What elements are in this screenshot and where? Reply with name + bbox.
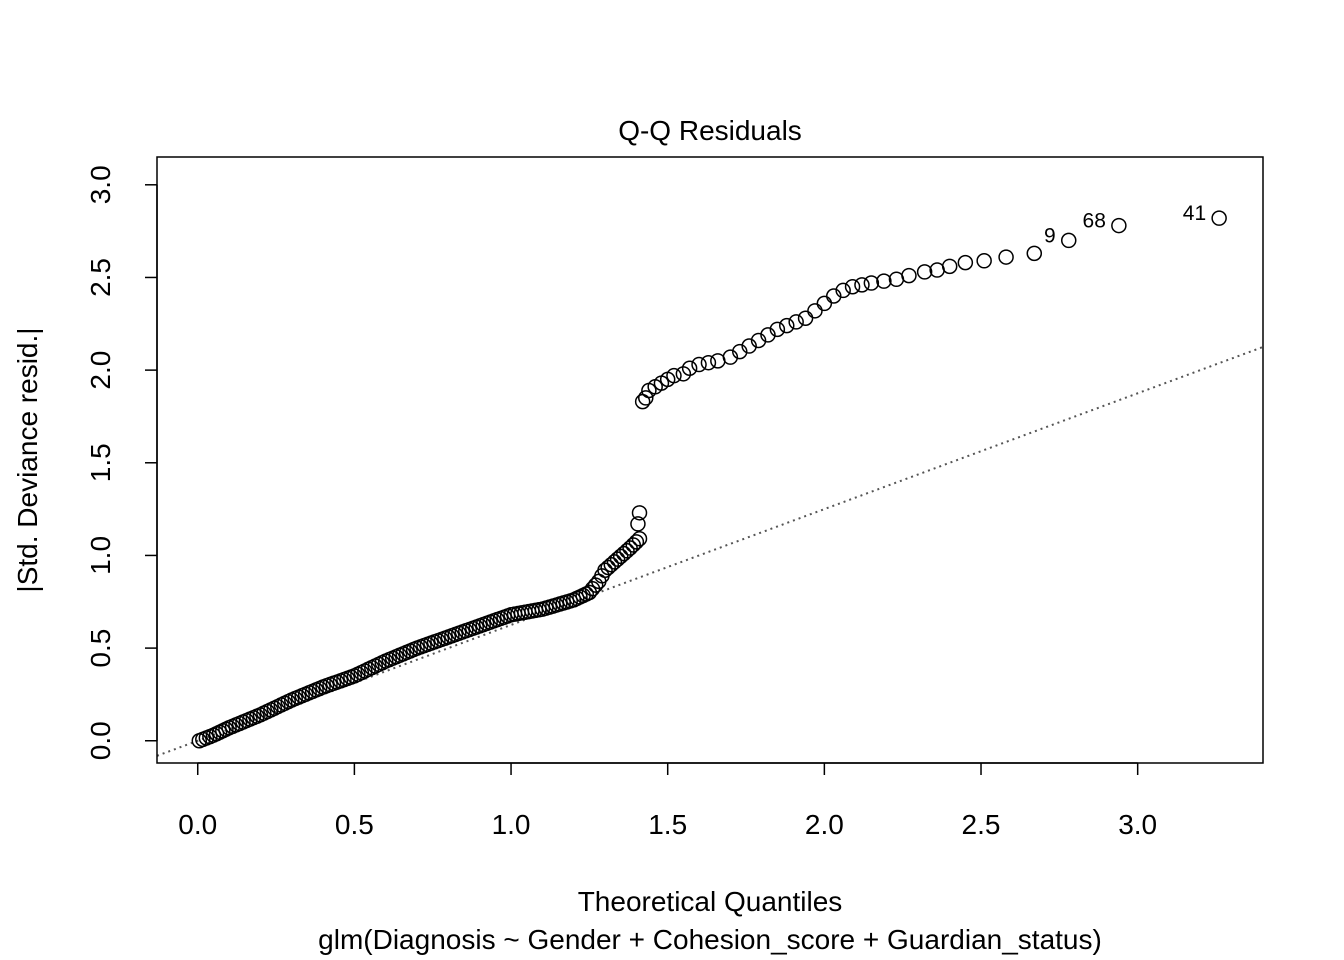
residual-point (976, 253, 992, 269)
residual-point (779, 317, 795, 334)
outlier-label: 9 (1044, 224, 1056, 247)
model-formula-subtitle: glm(Diagnosis ~ Gender + Cohesion_score … (318, 924, 1102, 955)
y-axis: 0.0 0.5 1.0 1.5 2.0 2.5 3.0 (85, 165, 158, 760)
residual-point (901, 267, 917, 284)
residual-point (769, 321, 786, 338)
residual-point (1111, 217, 1127, 234)
residual-point (666, 367, 682, 384)
x-tick-label: 1.5 (648, 809, 687, 840)
x-tick-label: 3.0 (1118, 809, 1157, 840)
residual-point (998, 249, 1014, 265)
residual-point (638, 390, 654, 406)
y-tick-label: 0.0 (85, 721, 116, 760)
residual-point (941, 258, 958, 275)
residual-point (628, 534, 645, 550)
residual-point (1211, 210, 1227, 226)
residual-point (863, 275, 880, 291)
points-layer (191, 210, 1227, 749)
outlier-label: 68 (1083, 210, 1106, 233)
y-tick-label: 1.5 (85, 443, 116, 482)
residual-point (750, 332, 767, 349)
residual-point (1026, 245, 1043, 262)
residual-point (788, 314, 804, 330)
qq-reference-line (156, 346, 1264, 757)
residual-point (691, 356, 707, 373)
x-axis-label: Theoretical Quantiles (578, 886, 843, 917)
y-tick-label: 2.5 (85, 258, 116, 297)
residual-point (826, 288, 842, 304)
x-tick-label: 0.5 (335, 809, 374, 840)
y-axis-label: |Std. Deviance resid.| (12, 327, 43, 592)
plot-frame (156, 156, 1264, 764)
residual-point (957, 254, 974, 271)
residual-point (681, 360, 698, 377)
y-tick-label: 0.5 (85, 629, 116, 668)
residual-point (876, 273, 892, 289)
residual-point (631, 531, 648, 547)
residual-point (1060, 232, 1077, 249)
residual-point (732, 343, 748, 360)
x-tick-label: 1.0 (492, 809, 531, 840)
x-tick-label: 0.0 (178, 809, 217, 840)
residual-point (760, 327, 776, 343)
reference-line-layer (156, 346, 1264, 757)
x-tick-label: 2.5 (962, 809, 1001, 840)
x-axis: 0.0 0.5 1.0 1.5 2.0 2.5 3.0 (178, 762, 1157, 840)
residual-point (797, 310, 814, 326)
residual-point (916, 264, 933, 280)
residual-point (630, 516, 646, 532)
y-tick-label: 1.0 (85, 536, 116, 575)
residual-point (854, 277, 870, 293)
residual-point (816, 295, 833, 312)
residual-point (700, 354, 717, 371)
residual-point (835, 282, 851, 299)
point-labels-layer: 9 68 41 (1044, 202, 1206, 247)
residual-point (631, 505, 648, 521)
chart-title: Q-Q Residuals (618, 115, 802, 146)
y-tick-label: 3.0 (85, 165, 116, 204)
outlier-label: 41 (1183, 202, 1206, 225)
x-tick-label: 2.0 (805, 809, 844, 840)
residual-point (741, 338, 757, 354)
residual-point (844, 278, 861, 295)
residual-point (722, 349, 739, 365)
y-tick-label: 2.0 (85, 351, 116, 390)
residual-point (807, 303, 823, 319)
